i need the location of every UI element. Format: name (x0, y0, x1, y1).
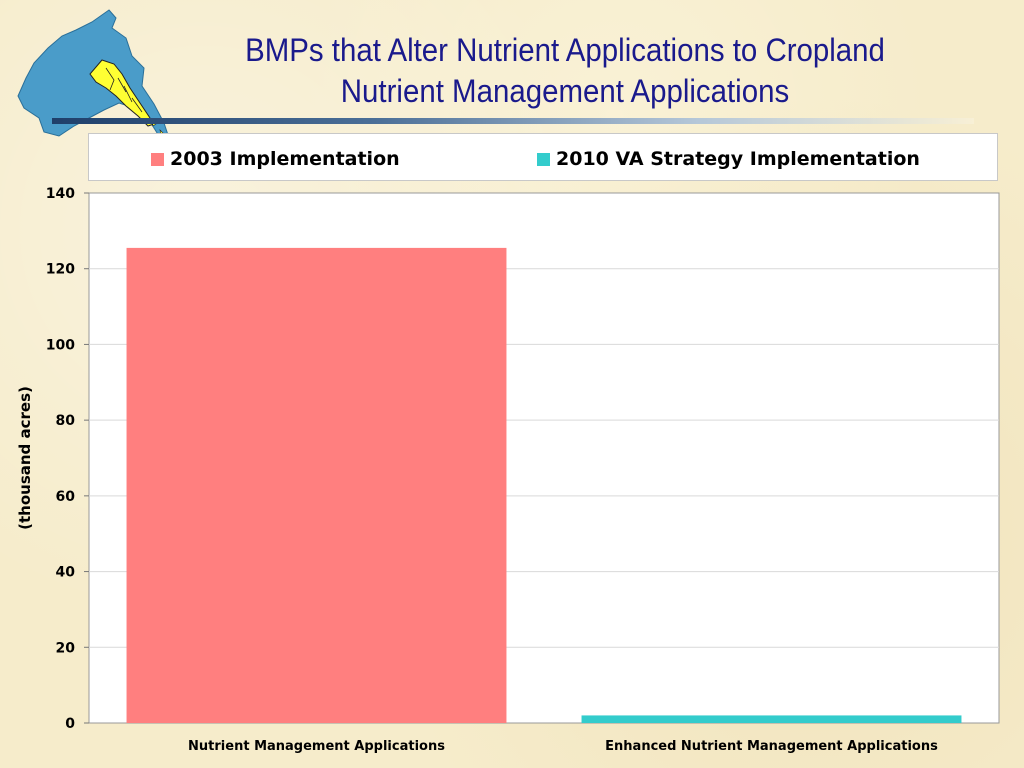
x-axis-categories: Nutrient Management Applications Enhanced… (188, 739, 938, 754)
legend-label-2010: 2010 VA Strategy Implementation (556, 148, 920, 170)
bar-2003-0 (126, 247, 507, 723)
y-tick-label: 80 (56, 413, 76, 429)
x-category-label: Enhanced Nutrient Management Application… (605, 739, 938, 754)
legend-item-2010: 2010 VA Strategy Implementation (537, 148, 920, 170)
region-borders (105, 67, 143, 113)
title-line-2: Nutrient Management Applications (340, 73, 790, 109)
legend-label-2003: 2003 Implementation (170, 148, 400, 170)
y-tick-label: 40 (56, 565, 76, 581)
y-tick-label: 120 (46, 262, 75, 278)
slide-title: BMPs that Alter Nutrient Applications to… (183, 30, 947, 112)
y-tick-label: 60 (56, 489, 76, 505)
legend-swatch-2003 (151, 152, 164, 166)
x-category-label: Nutrient Management Applications (188, 739, 445, 754)
y-tick-label: 100 (46, 337, 75, 353)
y-tick-label: 0 (65, 716, 75, 732)
legend-item-2003: 2003 Implementation (151, 148, 400, 170)
y-tick-label: 20 (56, 640, 76, 656)
bars (126, 247, 962, 723)
y-axis-ticks: 0 20 40 60 80 100 120 140 (46, 186, 89, 732)
title-line-1: BMPs that Alter Nutrient Applications to… (245, 32, 885, 68)
bar-2010-1 (581, 715, 962, 723)
y-axis-label: (thousand acres) (16, 386, 34, 530)
title-divider (52, 118, 974, 124)
legend-swatch-2010 (537, 152, 550, 166)
y-tick-label: 140 (46, 186, 75, 202)
virginia-region-shape (89, 59, 155, 127)
chesapeake-watershed-map-logo (17, 9, 170, 141)
chart-legend: 2003 Implementation 2010 VA Strategy Imp… (88, 133, 998, 181)
